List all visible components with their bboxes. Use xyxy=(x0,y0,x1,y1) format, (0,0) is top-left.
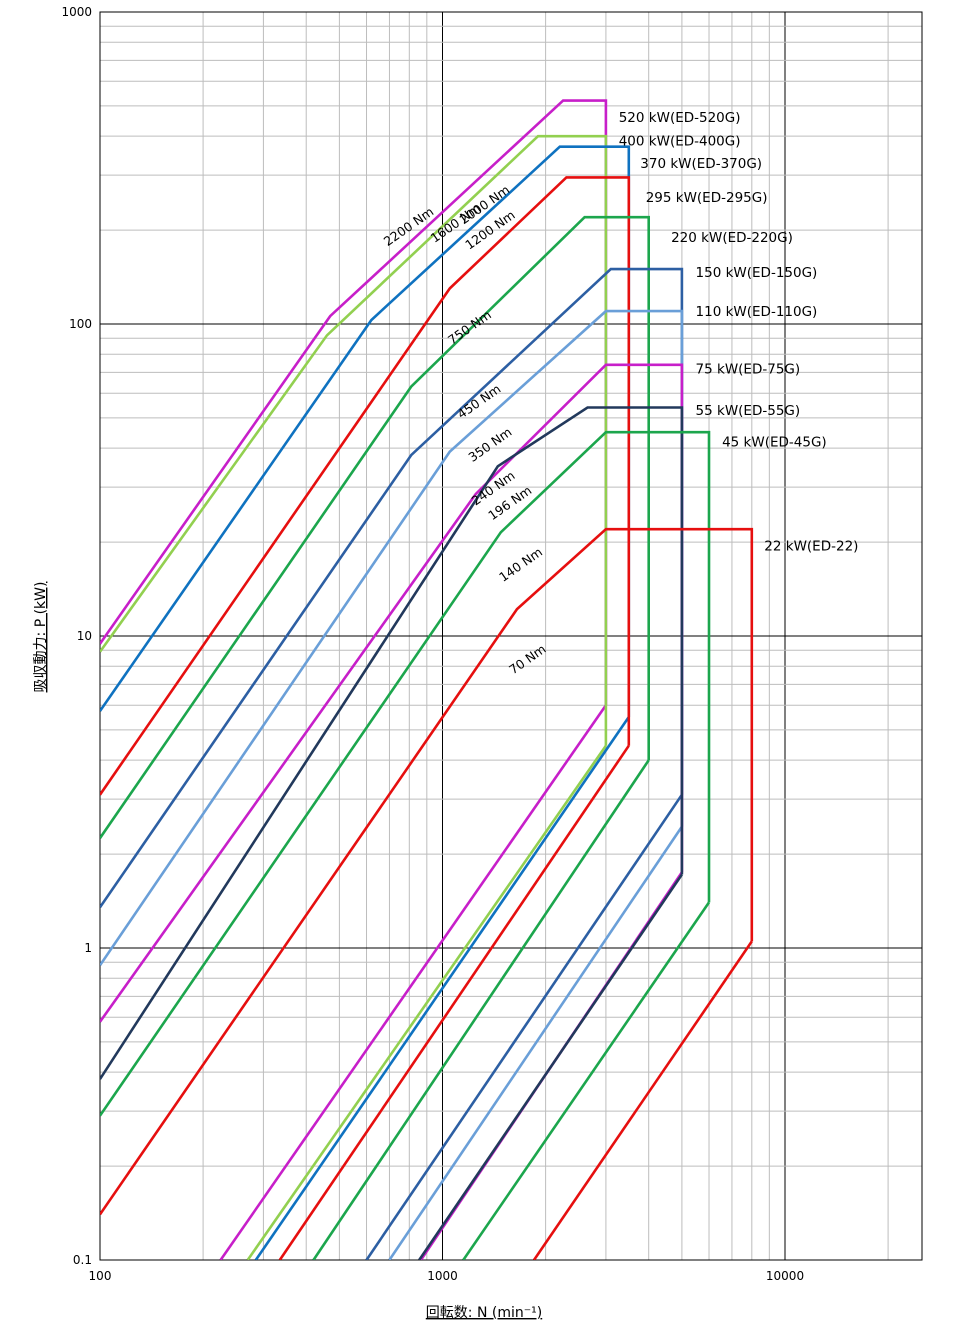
series-label: 45 kW(ED-45G) xyxy=(722,435,827,451)
series-line-lower xyxy=(246,744,607,1260)
series-line-lower xyxy=(365,793,683,1260)
y-axis-title: 吸収動力: P (kW) xyxy=(33,582,49,693)
series-label: 150 kW(ED-150G) xyxy=(696,265,818,281)
labels-layer: 520 kW(ED-520G) 400 kW(ED-400G) 370 kW(ED-… xyxy=(381,110,859,677)
torque-label: 140 Nm xyxy=(496,544,545,585)
series-line-lower xyxy=(532,940,753,1260)
series-line-upper xyxy=(100,267,684,909)
series-line-lower xyxy=(278,744,630,1260)
series-line-lower xyxy=(312,759,650,1260)
x-axis-title: 回転数: N (min⁻¹) xyxy=(426,1305,542,1321)
x-tick-label: 10000 xyxy=(766,1269,804,1283)
y-tick-label: 0.1 xyxy=(73,1253,92,1267)
series-label: 295 kW(ED-295G) xyxy=(646,190,768,206)
ticks-layer: 100 1000 10000 1000 100 10 1 0.1 xyxy=(61,5,804,1283)
plot-frame xyxy=(99,11,923,1261)
series-label: 22 kW(ED-22) xyxy=(764,539,858,555)
torque-label: 450 Nm xyxy=(454,381,503,422)
series-line-upper xyxy=(100,430,711,1117)
series-label: 520 kW(ED-520G) xyxy=(619,110,741,126)
series-line-lower xyxy=(254,716,630,1260)
x-tick-label: 1000 xyxy=(427,1269,458,1283)
series-line-lower xyxy=(219,704,607,1260)
series-label: 370 kW(ED-370G) xyxy=(640,156,762,172)
series-line-upper xyxy=(100,527,754,1216)
series-label: 55 kW(ED-55G) xyxy=(696,403,801,419)
x-tick-label: 100 xyxy=(89,1269,112,1283)
series-line-upper xyxy=(100,134,608,746)
series-line-upper xyxy=(100,309,684,967)
series-label: 110 kW(ED-110G) xyxy=(696,304,818,320)
series-line-upper xyxy=(100,406,684,1080)
series-label: 400 kW(ED-400G) xyxy=(619,133,741,149)
series-line-lower xyxy=(418,873,683,1260)
series-line-upper xyxy=(100,215,650,839)
y-tick-label: 1 xyxy=(84,941,92,955)
series-label: 75 kW(ED-75G) xyxy=(696,362,801,378)
series-line-lower xyxy=(388,825,683,1260)
y-tick-label: 100 xyxy=(69,317,92,331)
series-line-upper xyxy=(100,99,608,706)
torque-label: 750 Nm xyxy=(445,307,494,348)
series-label: 220 kW(ED-220G) xyxy=(671,230,793,246)
y-tick-label: 1000 xyxy=(61,5,92,19)
y-tick-label: 10 xyxy=(77,629,92,643)
series-line-lower xyxy=(462,901,711,1260)
series-line-upper xyxy=(100,176,631,796)
grid xyxy=(99,11,923,1261)
torque-label: 70 Nm xyxy=(506,641,549,677)
series-layer xyxy=(100,99,754,1260)
